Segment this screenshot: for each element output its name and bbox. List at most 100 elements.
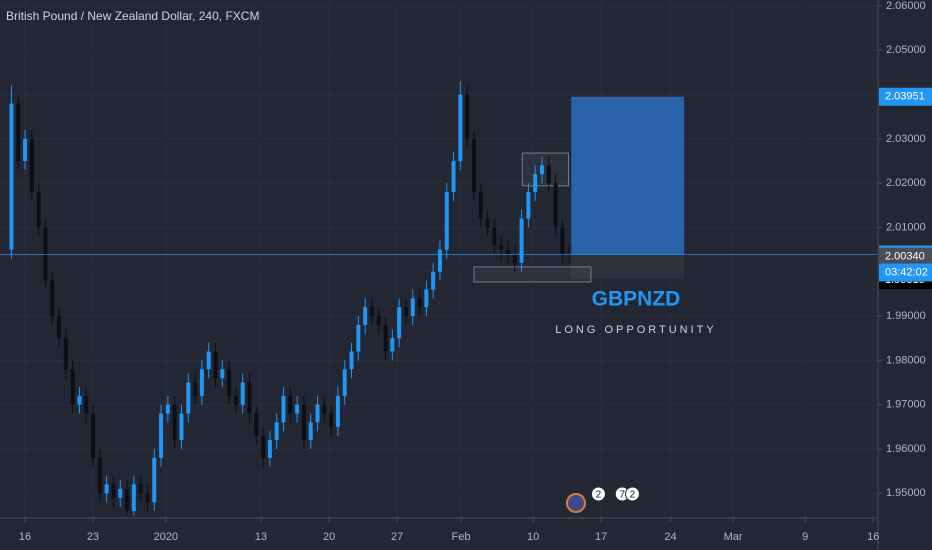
candle-body	[471, 138, 476, 193]
drawn-box	[521, 152, 570, 187]
candle-body	[84, 395, 89, 414]
candle-body	[390, 338, 395, 352]
x-tick-label: 24	[664, 531, 676, 543]
candle-body	[512, 254, 517, 263]
candle-body	[77, 395, 82, 405]
candle-body	[213, 351, 218, 379]
y-tick-label: 1.97000	[886, 399, 926, 411]
candle-body	[138, 484, 143, 494]
candle-body	[499, 245, 504, 250]
candle-body	[492, 227, 497, 246]
candle-body	[288, 395, 293, 414]
candle-body	[247, 382, 252, 414]
candle-body	[458, 94, 463, 162]
y-tick-label: 2.03000	[886, 133, 926, 145]
chart-title: British Pound / New Zealand Dollar, 240,…	[6, 9, 259, 23]
candle-body	[70, 369, 75, 405]
y-tick-label: 1.99000	[886, 310, 926, 322]
x-tick-label: 2020	[154, 531, 178, 543]
candle-body	[111, 484, 116, 498]
y-tick-label: 2.05000	[886, 44, 926, 56]
y-tick-label: 1.95000	[886, 487, 926, 499]
countdown-bg	[879, 263, 932, 282]
candle-body	[281, 395, 286, 423]
candle-body	[315, 404, 320, 423]
candle-body	[9, 103, 14, 250]
candle-body	[267, 440, 272, 458]
candle-body	[186, 382, 191, 414]
candle-body	[335, 395, 340, 427]
candle-body	[145, 493, 150, 503]
candle-body	[322, 404, 327, 414]
candle-body	[560, 227, 565, 255]
candle-body	[465, 94, 470, 139]
price-marker-label: 2.03951	[885, 91, 925, 103]
x-tick-label: 20	[323, 531, 335, 543]
x-tick-label: 27	[391, 531, 403, 543]
candle-body	[179, 413, 184, 441]
candle-body	[356, 324, 361, 352]
candle-body	[553, 183, 558, 228]
candle-body	[295, 404, 300, 414]
candle-body	[240, 382, 245, 405]
y-tick-label: 2.02000	[886, 177, 926, 189]
candle-body	[485, 218, 490, 228]
candle-body	[417, 298, 422, 308]
candle-body	[29, 138, 34, 193]
y-tick-label: 1.96000	[886, 443, 926, 455]
x-tick-label: 17	[595, 531, 607, 543]
candle-body	[329, 413, 334, 427]
x-tick-label: 10	[527, 531, 539, 543]
candle-body	[50, 280, 55, 317]
candle-body	[539, 165, 544, 175]
price-marker	[879, 247, 932, 266]
candle-body	[43, 227, 48, 281]
x-tick-label: 9	[802, 531, 808, 543]
candle-body	[227, 369, 232, 396]
candle-body	[376, 316, 381, 325]
candle-body	[104, 484, 109, 494]
candle-body	[349, 351, 354, 370]
candle-body	[233, 395, 238, 405]
candle-body	[274, 422, 279, 441]
candle-body	[63, 338, 68, 370]
y-tick-label: 2.01000	[886, 221, 926, 233]
candle-body	[410, 298, 415, 317]
candle-body	[16, 103, 21, 162]
candle-body	[546, 165, 551, 184]
event-badge	[624, 486, 640, 502]
candle-body	[131, 484, 136, 512]
x-tick-label: 13	[255, 531, 267, 543]
candle-body	[172, 404, 177, 441]
candle-body	[220, 369, 225, 379]
price-marker	[879, 87, 932, 106]
candle-body	[526, 192, 531, 219]
candle-body	[437, 249, 442, 272]
candle-body	[431, 271, 436, 290]
caption: LONG OPPORTUNITY	[555, 324, 716, 336]
candle-body	[193, 382, 198, 396]
candle-body	[403, 307, 408, 317]
x-tick-label: 23	[87, 531, 99, 543]
price-marker-label: 2.00340	[885, 251, 925, 263]
candle-body	[152, 457, 157, 503]
drawn-box	[473, 266, 592, 283]
candle-body	[23, 138, 28, 162]
event-label: 2	[596, 490, 602, 501]
candle-body	[97, 457, 102, 494]
event-icon	[565, 493, 586, 513]
candle-body	[308, 422, 313, 441]
event-label: 7	[619, 490, 625, 501]
candle-body	[363, 307, 368, 325]
candle-body	[397, 307, 402, 339]
x-tick-label: Mar	[724, 531, 743, 543]
candle-body	[254, 413, 259, 436]
candle-body	[159, 413, 164, 458]
candle-body	[57, 316, 62, 339]
symbol-label: GBPNZD	[592, 288, 681, 311]
event-badge	[590, 486, 606, 502]
